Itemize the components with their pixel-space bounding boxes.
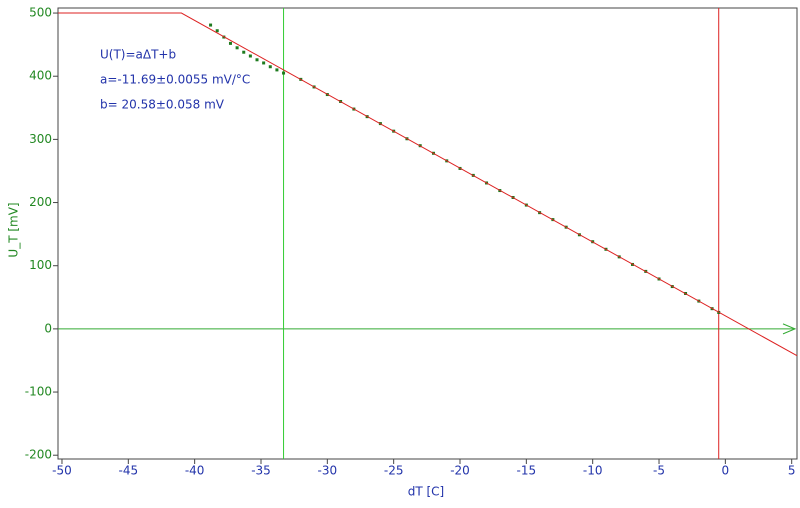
x-tick-label: -50 (52, 464, 72, 478)
data-point (268, 65, 272, 69)
x-tick-label: 5 (788, 464, 796, 478)
annotation: a=-11.69±0.0055 mV/°C (100, 73, 250, 87)
zero-arrow (782, 323, 797, 335)
data-point (275, 68, 279, 72)
y-tick-label: -200 (25, 448, 52, 462)
x-tick-label: -40 (185, 464, 205, 478)
x-tick-label: -5 (653, 464, 665, 478)
x-tick-label: 0 (722, 464, 730, 478)
y-tick-label: 500 (29, 6, 52, 20)
data-point (282, 71, 286, 75)
data-point (228, 41, 232, 45)
data-point (215, 29, 219, 33)
data-point (209, 23, 213, 27)
data-point (242, 50, 246, 54)
fit-line (58, 12, 798, 357)
y-tick-label: -100 (25, 385, 52, 399)
x-tick-label: -10 (583, 464, 603, 478)
y-tick-label: 0 (44, 321, 52, 335)
x-tick-label: -15 (517, 464, 537, 478)
y-tick-label: 200 (29, 195, 52, 209)
y-tick-label: 400 (29, 69, 52, 83)
x-tick-label: -45 (119, 464, 139, 478)
y-tick-label: 300 (29, 132, 52, 146)
annotation: b= 20.58±0.058 mV (100, 98, 225, 112)
annotation: U(T)=aΔT+b (100, 48, 176, 62)
x-tick-label: -20 (450, 464, 470, 478)
x-tick-label: -25 (384, 464, 404, 478)
x-tick-label: -35 (251, 464, 271, 478)
plot-frame (57, 7, 798, 460)
data-point (262, 61, 266, 65)
y-axis-label: U_T [mV] (7, 202, 21, 257)
data-point (255, 58, 259, 62)
data-point (248, 54, 252, 58)
y-tick-label: 100 (29, 258, 52, 272)
x-tick-label: -30 (318, 464, 338, 478)
x-axis-label: dT [C] (408, 485, 445, 499)
data-point (235, 46, 239, 50)
